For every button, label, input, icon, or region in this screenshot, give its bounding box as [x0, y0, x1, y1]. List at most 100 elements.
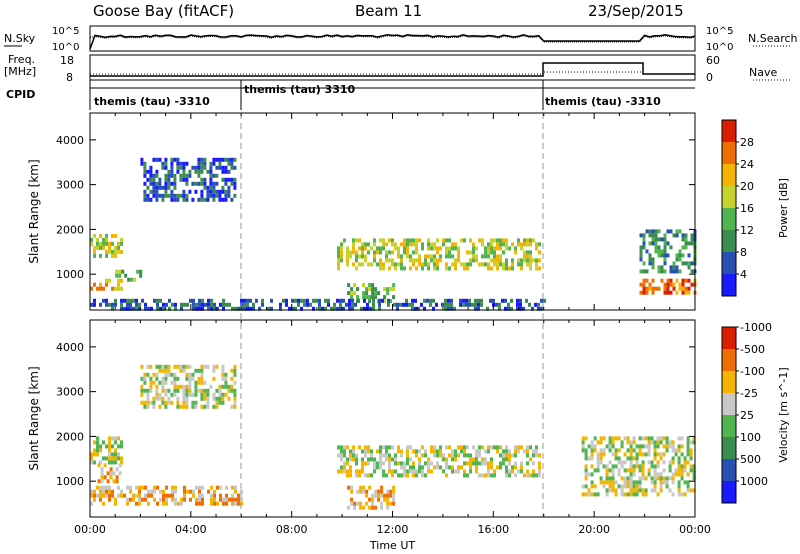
velocity-cell [481, 461, 484, 466]
velocity-cell [176, 396, 180, 401]
velocity-cell [508, 457, 511, 462]
power-cell [379, 238, 382, 243]
velocity-cell [526, 461, 529, 466]
power-cell [149, 177, 153, 182]
velocity-cell [135, 493, 138, 498]
power-cell [197, 173, 201, 178]
velocity-cell [614, 436, 618, 441]
power-cell [120, 241, 123, 246]
power-cell [502, 238, 505, 243]
velocity-cell [173, 392, 177, 397]
power-cell [126, 306, 129, 311]
power-cell [176, 193, 180, 198]
power-cell [206, 185, 210, 190]
power-cell [535, 242, 538, 247]
velocity-cell [152, 404, 156, 409]
power-cell [534, 302, 537, 307]
velocity-cell [164, 404, 168, 409]
power-cell [115, 273, 119, 278]
velocity-cell [111, 436, 114, 441]
power-cell [474, 298, 477, 303]
power-cell [502, 266, 505, 271]
power-cell [418, 238, 421, 243]
velocity-cell [424, 461, 427, 466]
nsky-label: N.Sky [4, 32, 36, 45]
power-cell [507, 302, 510, 307]
velocity-cell [105, 493, 108, 498]
velocity-cell [668, 476, 672, 481]
power-cell [465, 302, 468, 307]
velocity-cell [350, 489, 354, 494]
power-cell [170, 169, 174, 174]
power-cell [105, 237, 108, 242]
velocity-cell [115, 475, 119, 480]
velocity-cell [499, 445, 502, 450]
power-cell [639, 249, 643, 254]
velocity-cell [105, 444, 108, 449]
velocity-cell [140, 388, 144, 393]
velocity-cell [538, 473, 541, 478]
power-cell [143, 161, 147, 166]
velocity-cell [656, 472, 660, 477]
power-cell [114, 298, 117, 303]
velocity-cell [475, 453, 478, 458]
velocity-cell [403, 473, 406, 478]
power-cell [165, 302, 168, 307]
velocity-cell [109, 471, 113, 476]
velocity-cell [126, 497, 129, 502]
velocity-cell [439, 465, 442, 470]
power-cell [212, 189, 216, 194]
power-cell [218, 189, 222, 194]
velocity-cell [174, 497, 177, 502]
velocity-cell [392, 493, 396, 498]
power-cell [372, 298, 375, 303]
velocity-cell [599, 436, 603, 441]
velocity-cell [671, 472, 675, 477]
power-cell [312, 298, 315, 303]
power-cell [481, 262, 484, 267]
velocity-colorbar-swatch [722, 349, 736, 371]
power-cell [454, 258, 457, 263]
velocity-cell [436, 449, 439, 454]
velocity-cell [206, 396, 210, 401]
power-cell [535, 246, 538, 251]
power-cell [510, 298, 513, 303]
velocity-cell [674, 452, 678, 457]
power-cell [111, 286, 114, 291]
power-cell [179, 161, 183, 166]
velocity-cell [379, 461, 382, 466]
velocity-cell [430, 461, 433, 466]
power-cell [379, 266, 382, 271]
velocity-cell [599, 452, 603, 457]
power-cell [690, 237, 694, 242]
velocity-cell [526, 445, 529, 450]
power-cell [144, 306, 147, 311]
velocity-ytick-label: 4000 [56, 341, 84, 354]
power-cell [648, 282, 652, 287]
velocity-cell [155, 376, 159, 381]
velocity-cell [198, 501, 201, 506]
velocity-cell [164, 368, 168, 373]
power-cell [454, 262, 457, 267]
velocity-cell [686, 440, 690, 445]
velocity-cell [674, 472, 678, 477]
power-cell [339, 302, 342, 307]
velocity-cell [406, 445, 409, 450]
velocity-cell [115, 467, 119, 472]
velocity-cell [371, 501, 375, 506]
velocity-cell [379, 465, 382, 470]
velocity-cell [382, 453, 385, 458]
velocity-cell [596, 456, 600, 461]
velocity-cell [371, 497, 375, 502]
power-cell [660, 249, 664, 254]
power-cell [672, 233, 676, 238]
velocity-cell [587, 492, 591, 497]
power-cell [505, 246, 508, 251]
velocity-cell [677, 472, 681, 477]
power-cell [538, 266, 541, 271]
power-cell [114, 249, 117, 254]
power-cell [678, 269, 682, 274]
power-cell [397, 250, 400, 255]
power-cell [523, 254, 526, 259]
velocity-cell [490, 473, 493, 478]
